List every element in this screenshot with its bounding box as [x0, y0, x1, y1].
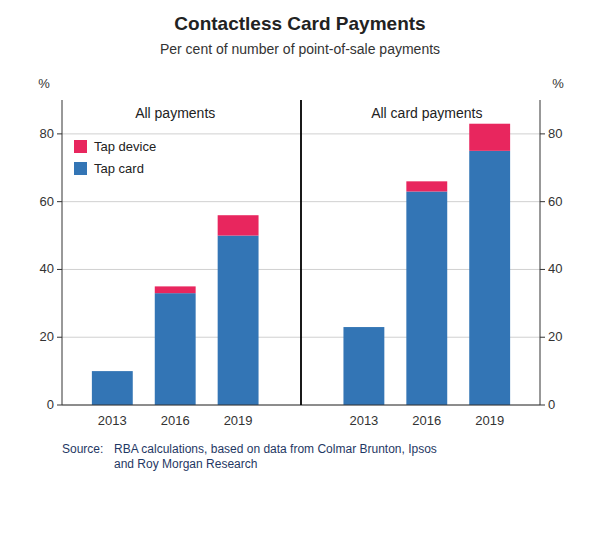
subtitle: Per cent of number of point-of-sale paym…: [160, 41, 440, 57]
y2-tick: [540, 201, 545, 202]
y-axis-line: [62, 100, 63, 405]
source-text: RBA calculations, based on data from Col…: [114, 442, 437, 471]
y2-tick: [540, 337, 545, 338]
legend-label: Tap device: [94, 139, 156, 154]
bar: [155, 286, 196, 293]
y2-tick-label: 20: [548, 329, 562, 344]
x-tick-label: 2013: [349, 413, 378, 428]
source: Source: RBA calculations, based on data f…: [62, 442, 437, 471]
bar: [406, 181, 447, 191]
x-tick-label: 2019: [224, 413, 253, 428]
y-tick-label: 0: [47, 397, 54, 412]
y-axis-label: %: [38, 76, 50, 91]
y-tick: [57, 133, 62, 134]
bar: [469, 124, 510, 151]
bar: [92, 371, 133, 372]
x-tick-label: 2019: [475, 413, 504, 428]
bar: [469, 151, 510, 405]
bar: [92, 371, 133, 405]
y-tick-label: 60: [40, 194, 54, 209]
source-line: and Roy Morgan Research: [114, 457, 257, 471]
bar: [343, 327, 384, 328]
y2-tick: [540, 133, 545, 134]
x-tick-label: 2016: [161, 413, 190, 428]
source-label: Source:: [62, 442, 103, 456]
bar: [343, 327, 384, 405]
source-line: RBA calculations, based on data from Col…: [114, 442, 437, 456]
legend-swatch: [74, 140, 87, 153]
y-tick-label: 80: [40, 126, 54, 141]
group-divider: [300, 100, 302, 405]
group-label: All payments: [135, 105, 215, 121]
legend-swatch: [74, 162, 87, 175]
x-tick-label: 2013: [98, 413, 127, 428]
y2-tick: [540, 269, 545, 270]
y2-tick-label: 40: [548, 261, 562, 276]
y-tick: [57, 337, 62, 338]
y2-axis-line: [540, 100, 541, 405]
x-tick-label: 2016: [412, 413, 441, 428]
bar: [155, 293, 196, 405]
y2-axis-label: %: [552, 76, 564, 91]
y2-tick: [540, 405, 545, 406]
bar: [218, 236, 259, 405]
bar: [406, 192, 447, 406]
y-tick-label: 20: [40, 329, 54, 344]
group-label: All card payments: [371, 105, 482, 121]
y-tick: [57, 405, 62, 406]
chart: Contactless Card Payments Per cent of num…: [0, 0, 600, 537]
y2-tick-label: 0: [548, 397, 555, 412]
y-tick: [57, 201, 62, 202]
legend-label: Tap card: [94, 161, 144, 176]
bar: [218, 215, 259, 235]
y-tick: [57, 269, 62, 270]
y2-tick-label: 60: [548, 194, 562, 209]
axes: 0 20 40 60 80 0 20 40 60 80 2013 2016 2019 2013 2016 20…: [40, 100, 563, 428]
y2-tick-label: 80: [548, 126, 562, 141]
legend: Tap device Tap card: [74, 139, 156, 176]
title: Contactless Card Payments: [174, 13, 425, 34]
y-tick-label: 40: [40, 261, 54, 276]
